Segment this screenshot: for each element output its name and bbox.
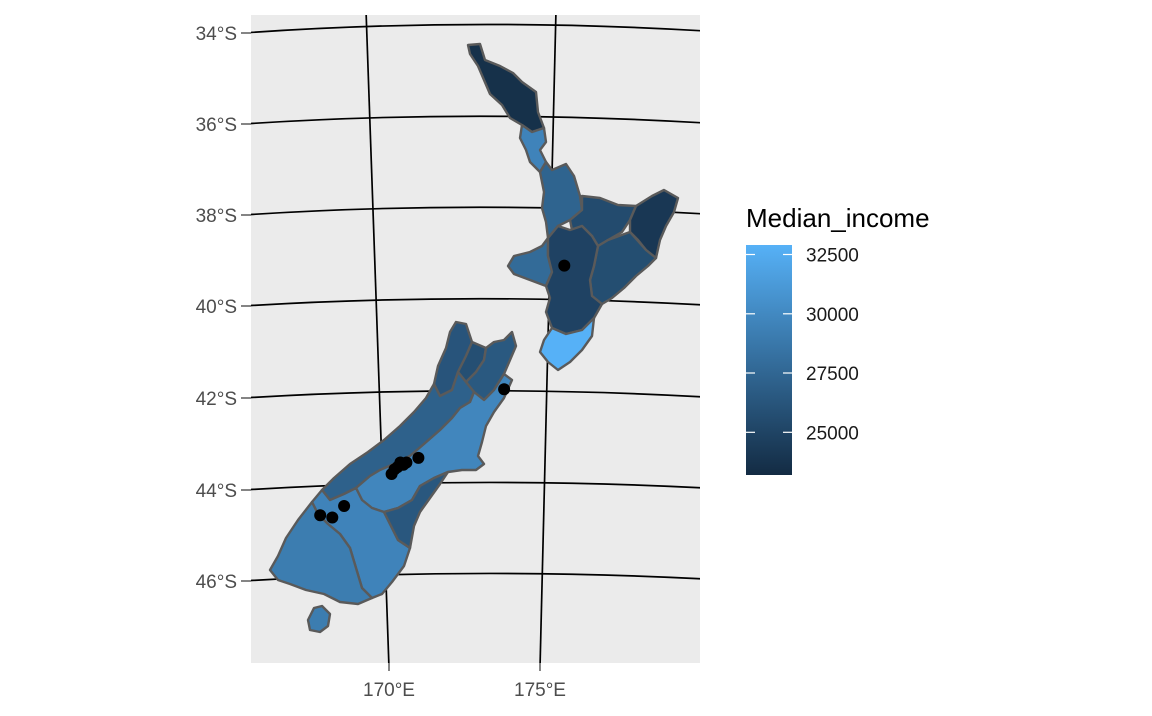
legend-label-27500: 27500 xyxy=(806,364,859,385)
legend-label-30000: 30000 xyxy=(806,305,859,326)
y-axis: 34°S 36°S 38°S 40°S 42°S 44°S 46°S xyxy=(196,24,251,593)
region-wellington xyxy=(538,316,596,372)
x-tick-label-175: 175°E xyxy=(514,680,566,701)
map-point-1 xyxy=(558,259,571,272)
point-layer xyxy=(314,259,571,524)
region-east-otago xyxy=(382,470,450,550)
graticule-lat-48 xyxy=(243,665,705,673)
graticule-lat-34 xyxy=(251,23,700,34)
y-tick-label-38: 38°S xyxy=(196,206,237,227)
x-axis: 170°E 175°E xyxy=(363,663,566,701)
graticule-lat-44 xyxy=(251,481,700,491)
map-point-10 xyxy=(338,500,351,512)
region-stewart-island xyxy=(306,604,332,634)
x-tick-label-170: 170°E xyxy=(363,680,415,701)
map-point-2 xyxy=(498,383,511,396)
map-point-9 xyxy=(385,468,398,480)
region-layer xyxy=(268,42,680,634)
graticule-lat-40 xyxy=(251,297,700,307)
legend-colorbar xyxy=(746,245,792,475)
graticule-lat-36 xyxy=(251,115,700,125)
legend-ticks: 32500 30000 27500 25000 xyxy=(746,246,859,444)
y-tick-label-46: 46°S xyxy=(196,572,237,593)
map-point-11 xyxy=(326,511,339,524)
y-tick-label-40: 40°S xyxy=(196,297,237,318)
legend-title: Median_income xyxy=(746,203,930,233)
legend: Median_income 32500 30000 27500 25000 xyxy=(746,203,930,475)
legend-label-32500: 32500 xyxy=(806,246,859,267)
graticule-lines xyxy=(243,15,705,673)
region-manawatu-wanganui xyxy=(544,224,604,336)
legend-label-25000: 25000 xyxy=(806,423,859,444)
y-tick-label-42: 42°S xyxy=(196,389,237,410)
y-tick-label-34: 34°S xyxy=(196,24,237,45)
y-tick-label-36: 36°S xyxy=(196,115,237,136)
region-southland xyxy=(268,500,374,606)
y-tick-label-44: 44°S xyxy=(196,481,237,502)
map-point-3 xyxy=(412,451,425,464)
map-point-12 xyxy=(314,509,327,522)
